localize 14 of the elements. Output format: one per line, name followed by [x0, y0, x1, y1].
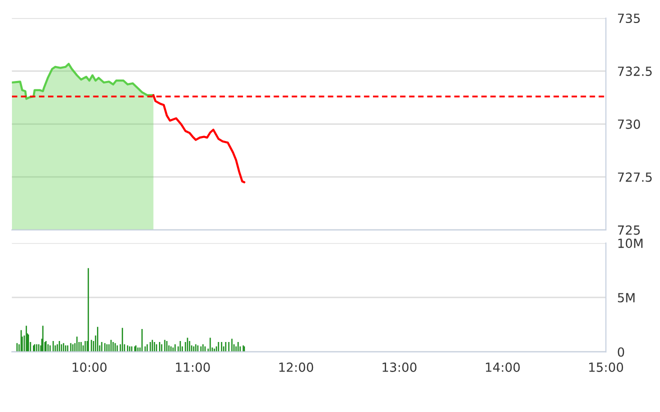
y-tick-label: 735 — [618, 14, 640, 24]
y-tick-label: 725 — [618, 225, 640, 235]
x-tick-label: 14:00 — [486, 362, 520, 372]
y-tick-label: 0 — [618, 347, 624, 357]
y-tick-label: 5M — [618, 293, 635, 302]
x-tick-label: 12:00 — [279, 362, 314, 372]
x-tick-label: 10:00 — [72, 362, 107, 372]
x-tick-label: 15:00 — [589, 362, 624, 372]
x-tick-label: 13:00 — [382, 362, 416, 372]
y-tick-label: 727.5 — [618, 172, 652, 182]
y-tick-label: 732.5 — [618, 66, 652, 76]
x-tick-label: 11:00 — [176, 362, 210, 372]
y-tick-label: 10M — [618, 238, 642, 248]
y-tick-label: 730 — [618, 119, 640, 129]
